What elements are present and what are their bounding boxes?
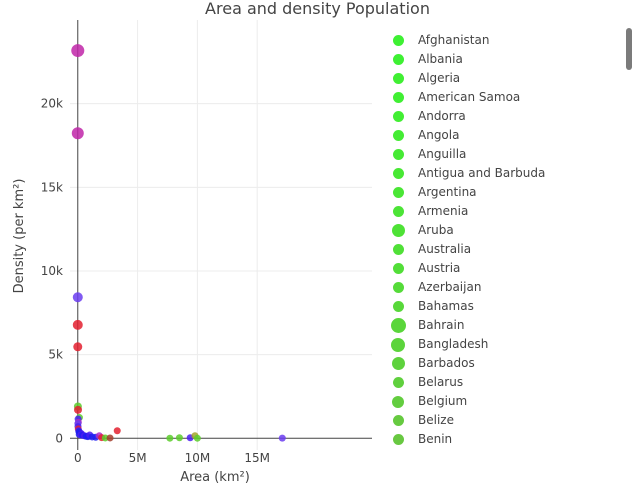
data-point[interactable] bbox=[73, 342, 83, 352]
scatter-plot[interactable]: 0 5M 10M 15M 0 5k 10k 15k 20k Area (km²) Density… bbox=[0, 0, 380, 483]
grid-lines bbox=[70, 20, 372, 450]
legend-item[interactable]: Barbados bbox=[388, 354, 618, 373]
data-point[interactable] bbox=[71, 44, 85, 58]
data-point[interactable] bbox=[193, 434, 201, 442]
legend-item[interactable]: Argentina bbox=[388, 183, 618, 202]
legend-item[interactable]: Benin bbox=[388, 430, 618, 449]
data-point[interactable] bbox=[166, 434, 174, 442]
legend-item[interactable]: Albania bbox=[388, 50, 618, 69]
legend-marker bbox=[392, 187, 404, 198]
legend-label: Anguilla bbox=[418, 147, 467, 161]
x-tick-label: 15M bbox=[244, 451, 270, 465]
legend-marker bbox=[390, 318, 406, 333]
legend-item[interactable]: Azerbaijan bbox=[388, 278, 618, 297]
legend-item[interactable]: Belize bbox=[388, 411, 618, 430]
y-tick-label: 10k bbox=[41, 264, 63, 278]
data-point[interactable] bbox=[71, 127, 84, 140]
legend-item[interactable]: Australia bbox=[388, 240, 618, 259]
plot-area-background bbox=[70, 20, 372, 450]
data-point[interactable] bbox=[72, 319, 83, 330]
legend-marker bbox=[392, 35, 404, 46]
legend-marker bbox=[391, 224, 405, 237]
legend-marker bbox=[392, 415, 404, 426]
legend-item[interactable]: Antigua and Barbuda bbox=[388, 164, 618, 183]
legend-marker bbox=[392, 206, 404, 217]
data-point[interactable] bbox=[278, 434, 286, 442]
legend-item[interactable]: Angola bbox=[388, 126, 618, 145]
legend-item[interactable]: Bahamas bbox=[388, 297, 618, 316]
y-tick-label: 15k bbox=[41, 180, 63, 194]
legend-marker bbox=[392, 54, 404, 65]
y-tick-label: 5k bbox=[48, 348, 63, 362]
legend-marker bbox=[392, 149, 404, 160]
x-tick-label: 5M bbox=[129, 451, 147, 465]
legend-marker bbox=[392, 244, 404, 255]
legend-label: American Samoa bbox=[418, 90, 521, 104]
legend-marker bbox=[392, 263, 404, 274]
data-point[interactable] bbox=[113, 427, 121, 435]
legend-item[interactable]: Algeria bbox=[388, 69, 618, 88]
legend-label: Australia bbox=[418, 242, 472, 256]
legend-label: Armenia bbox=[418, 204, 469, 218]
legend-label: Albania bbox=[418, 52, 463, 66]
legend-label: Barbados bbox=[418, 356, 475, 370]
legend-marker bbox=[392, 434, 404, 445]
data-point[interactable] bbox=[175, 434, 183, 442]
legend-item[interactable]: Austria bbox=[388, 259, 618, 278]
data-point[interactable] bbox=[74, 405, 83, 414]
legend-marker bbox=[392, 168, 404, 179]
legend-item[interactable]: Bahrain bbox=[388, 316, 618, 335]
legend-label: Azerbaijan bbox=[418, 280, 482, 294]
legend-item[interactable]: Aruba bbox=[388, 221, 618, 240]
legend-label: Bahrain bbox=[418, 318, 465, 332]
legend-scrollbar-thumb[interactable] bbox=[626, 28, 632, 70]
legend-marker bbox=[392, 301, 404, 312]
x-axis-label: Area (km²) bbox=[180, 470, 250, 483]
y-tick-label: 0 bbox=[55, 431, 63, 445]
x-tick-label: 10M bbox=[185, 451, 211, 465]
y-axis-label: Density (per km²) bbox=[12, 179, 27, 294]
legend-label: Bangladesh bbox=[418, 337, 489, 351]
legend-item[interactable]: Afghanistan bbox=[388, 31, 618, 50]
legend-marker bbox=[392, 111, 404, 122]
data-point[interactable] bbox=[72, 292, 83, 303]
legend-marker bbox=[392, 282, 404, 293]
legend-label: Algeria bbox=[418, 71, 461, 85]
legend-label: Belize bbox=[418, 413, 454, 427]
legend-marker bbox=[392, 377, 404, 388]
legend-marker bbox=[392, 92, 404, 103]
legend-item[interactable]: Belgium bbox=[388, 392, 618, 411]
legend-scrollbar[interactable] bbox=[626, 28, 632, 72]
legend-item[interactable]: Andorra bbox=[388, 107, 618, 126]
legend-marker bbox=[391, 357, 405, 370]
chart-title: Area and density Population bbox=[205, 0, 430, 18]
legend-label: Bahamas bbox=[418, 299, 474, 313]
data-point[interactable] bbox=[101, 434, 109, 442]
legend-item[interactable]: Armenia bbox=[388, 202, 618, 221]
legend-label: Austria bbox=[418, 261, 461, 275]
legend-label: Angola bbox=[418, 128, 460, 142]
legend-marker bbox=[392, 395, 404, 408]
x-tick-label: 0 bbox=[74, 451, 82, 465]
legend-marker bbox=[391, 337, 405, 352]
legend-item[interactable]: American Samoa bbox=[388, 88, 618, 107]
legend-item[interactable]: Anguilla bbox=[388, 145, 618, 164]
axes: 0 5M 10M 15M 0 5k 10k 15k 20k bbox=[41, 20, 372, 465]
legend-label: Antigua and Barbuda bbox=[418, 166, 546, 180]
legend-item[interactable]: Bangladesh bbox=[388, 335, 618, 354]
legend-marker bbox=[392, 130, 404, 141]
legend-item[interactable]: Belarus bbox=[388, 373, 618, 392]
data-points[interactable] bbox=[71, 44, 286, 442]
legend-label: Afghanistan bbox=[418, 33, 490, 47]
legend-label: Andorra bbox=[418, 109, 466, 123]
legend-label: Aruba bbox=[418, 223, 454, 237]
legend-label: Benin bbox=[418, 432, 453, 446]
legend-marker bbox=[392, 73, 404, 84]
legend-label: Argentina bbox=[418, 185, 477, 199]
y-tick-label: 20k bbox=[41, 97, 63, 111]
data-point[interactable] bbox=[106, 434, 114, 442]
legend-label: Belgium bbox=[418, 394, 468, 408]
legend[interactable]: Afghanistan Albania Algeria American Samoa A… bbox=[388, 31, 618, 449]
legend-label: Belarus bbox=[418, 375, 464, 389]
